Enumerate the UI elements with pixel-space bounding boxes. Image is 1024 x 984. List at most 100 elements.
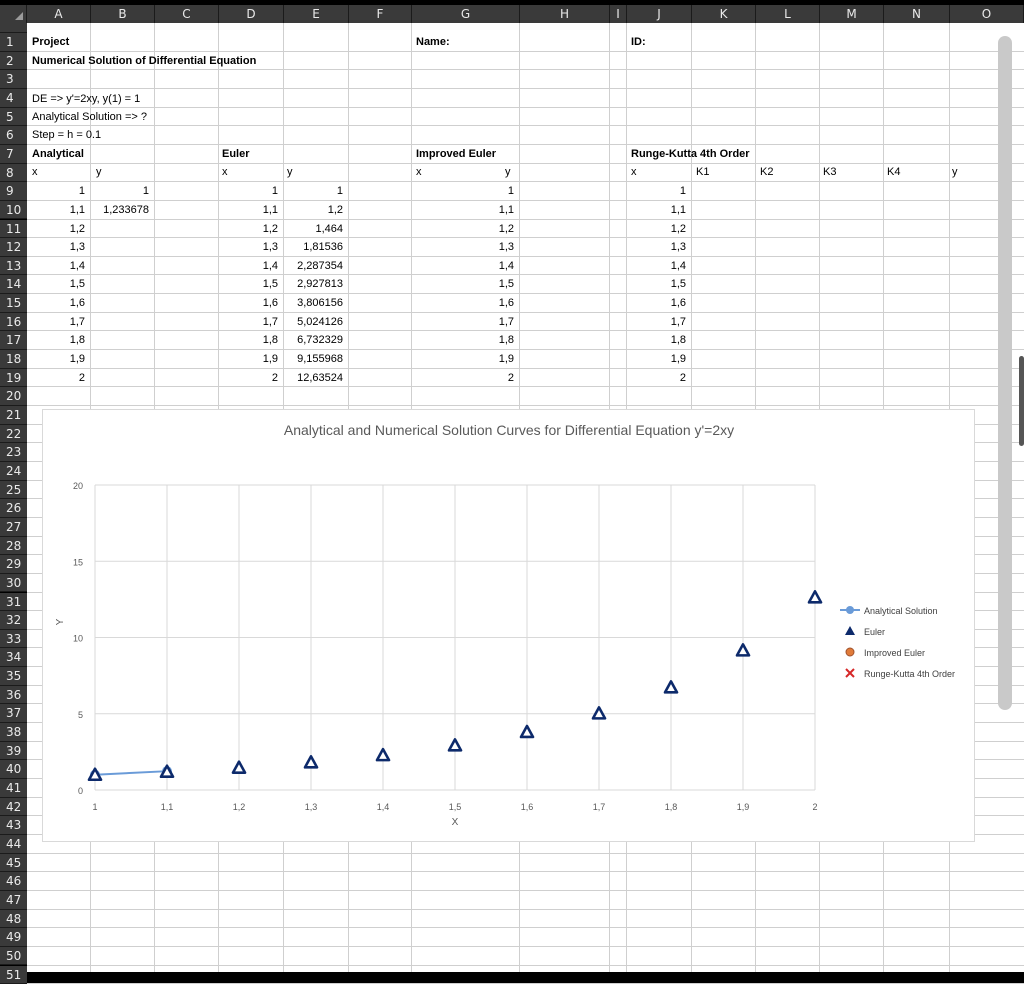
row-header-25[interactable]: 25 [0, 481, 27, 500]
cell-g11[interactable]: 1,2 [412, 220, 514, 238]
row-header-11[interactable]: 11 [0, 220, 27, 239]
cell-g18[interactable]: 1,9 [412, 350, 514, 368]
row-header-12[interactable]: 12 [0, 238, 27, 257]
cell-a2[interactable]: Numerical Solution of Differential Equat… [32, 52, 256, 70]
column-header-a[interactable]: A [27, 5, 91, 23]
cell-a4[interactable]: DE => y'=2xy, y(1) = 1 [32, 90, 140, 108]
cell-j1[interactable]: ID: [631, 33, 646, 51]
cell-m8[interactable]: K3 [823, 163, 836, 181]
cell-d7[interactable]: Euler [222, 145, 250, 163]
cell-g13[interactable]: 1,4 [412, 257, 514, 275]
cell-a6[interactable]: Step = h = 0.1 [32, 126, 101, 144]
cell-d14[interactable]: 1,5 [219, 275, 278, 293]
cell-d15[interactable]: 1,6 [219, 294, 278, 312]
cell-j11[interactable]: 1,2 [627, 220, 686, 238]
cell-h8[interactable]: y [505, 163, 511, 181]
cell-b8[interactable]: y [96, 163, 102, 181]
row-header-51[interactable]: 51 [0, 966, 27, 984]
cell-g9[interactable]: 1 [412, 182, 514, 200]
column-header-h[interactable]: H [520, 5, 610, 23]
cell-g12[interactable]: 1,3 [412, 238, 514, 256]
cell-d18[interactable]: 1,9 [219, 350, 278, 368]
cell-e11[interactable]: 1,464 [284, 220, 343, 238]
select-all-corner[interactable] [0, 5, 27, 23]
cell-a14[interactable]: 1,5 [27, 275, 85, 293]
row-header-5[interactable]: 5 [0, 108, 27, 127]
row-header-43[interactable]: 43 [0, 816, 27, 835]
cell-e16[interactable]: 5,024126 [284, 313, 343, 331]
row-header-19[interactable]: 19 [0, 369, 27, 388]
column-header-n[interactable]: N [884, 5, 950, 23]
row-header-10[interactable]: 10 [0, 201, 27, 220]
cell-j14[interactable]: 1,5 [627, 275, 686, 293]
column-header-g[interactable]: G [412, 5, 520, 23]
row-header-24[interactable]: 24 [0, 462, 27, 481]
column-header-o[interactable]: O [950, 5, 1024, 23]
cell-d13[interactable]: 1,4 [219, 257, 278, 275]
row-header-2[interactable]: 2 [0, 52, 27, 71]
cell-e10[interactable]: 1,2 [284, 201, 343, 219]
cell-e14[interactable]: 2,927813 [284, 275, 343, 293]
cell-j9[interactable]: 1 [627, 182, 686, 200]
row-header-14[interactable]: 14 [0, 275, 27, 294]
column-header-b[interactable]: B [91, 5, 155, 23]
cell-d9[interactable]: 1 [219, 182, 278, 200]
cell-e18[interactable]: 9,155968 [284, 350, 343, 368]
row-header-47[interactable]: 47 [0, 891, 27, 910]
column-header-e[interactable]: E [284, 5, 349, 23]
cell-e15[interactable]: 3,806156 [284, 294, 343, 312]
row-header-6[interactable]: 6 [0, 126, 27, 145]
row-header-13[interactable]: 13 [0, 257, 27, 276]
row-header-50[interactable]: 50 [0, 947, 27, 966]
cell-j10[interactable]: 1,1 [627, 201, 686, 219]
cell-e12[interactable]: 1,81536 [284, 238, 343, 256]
row-header-36[interactable]: 36 [0, 686, 27, 705]
row-header-27[interactable]: 27 [0, 518, 27, 537]
cell-g14[interactable]: 1,5 [412, 275, 514, 293]
row-header-9[interactable]: 9 [0, 182, 27, 201]
cell-j15[interactable]: 1,6 [627, 294, 686, 312]
cell-d12[interactable]: 1,3 [219, 238, 278, 256]
cell-n8[interactable]: K4 [887, 163, 900, 181]
row-header-31[interactable]: 31 [0, 593, 27, 612]
row-header-46[interactable]: 46 [0, 872, 27, 891]
row-header-30[interactable]: 30 [0, 574, 27, 593]
vertical-scrollbar-thumb[interactable] [998, 36, 1012, 710]
column-header-f[interactable]: F [349, 5, 412, 23]
row-header-15[interactable]: 15 [0, 294, 27, 313]
cell-g19[interactable]: 2 [412, 369, 514, 387]
row-header-22[interactable]: 22 [0, 425, 27, 444]
column-header-i[interactable]: I [610, 5, 627, 23]
column-header-k[interactable]: K [692, 5, 756, 23]
cell-a19[interactable]: 2 [27, 369, 85, 387]
cell-a5[interactable]: Analytical Solution => ? [32, 108, 147, 126]
cell-a12[interactable]: 1,3 [27, 238, 85, 256]
cell-g8[interactable]: x [416, 163, 422, 181]
row-header-1[interactable]: 1 [0, 33, 27, 52]
row-header-20[interactable]: 20 [0, 387, 27, 406]
cell-e17[interactable]: 6,732329 [284, 331, 343, 349]
row-header-35[interactable]: 35 [0, 667, 27, 686]
cell-j8[interactable]: x [631, 163, 637, 181]
cell-j12[interactable]: 1,3 [627, 238, 686, 256]
column-header-m[interactable]: M [820, 5, 884, 23]
row-header-38[interactable]: 38 [0, 723, 27, 742]
column-header-c[interactable]: C [155, 5, 219, 23]
cell-g7[interactable]: Improved Euler [416, 145, 496, 163]
cell-d10[interactable]: 1,1 [219, 201, 278, 219]
column-header-d[interactable]: D [219, 5, 284, 23]
cell-a11[interactable]: 1,2 [27, 220, 85, 238]
cell-l8[interactable]: K2 [760, 163, 773, 181]
cell-j16[interactable]: 1,7 [627, 313, 686, 331]
cell-j17[interactable]: 1,8 [627, 331, 686, 349]
cell-d11[interactable]: 1,2 [219, 220, 278, 238]
row-header-28[interactable]: 28 [0, 537, 27, 556]
row-header-32[interactable]: 32 [0, 611, 27, 630]
chart[interactable]: Analytical and Numerical Solution Curves… [42, 409, 975, 842]
cell-a1[interactable]: Project [32, 33, 69, 51]
cell-a8[interactable]: x [32, 163, 38, 181]
cell-a17[interactable]: 1,8 [27, 331, 85, 349]
column-header-j[interactable]: J [627, 5, 692, 23]
row-header-21[interactable]: 21 [0, 406, 27, 425]
row-header-29[interactable]: 29 [0, 555, 27, 574]
